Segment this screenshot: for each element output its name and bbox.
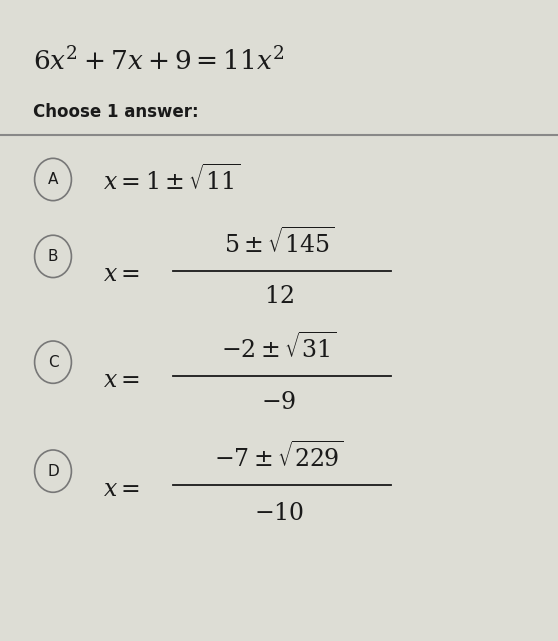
Text: B: B (48, 249, 58, 264)
Text: $5 \pm \sqrt{145}$: $5 \pm \sqrt{145}$ (224, 227, 334, 258)
Text: $-7 \pm \sqrt{229}$: $-7 \pm \sqrt{229}$ (214, 442, 344, 472)
Text: $x =$: $x =$ (103, 368, 140, 392)
Text: $x =$: $x =$ (103, 477, 140, 501)
Text: $x =$: $x =$ (103, 262, 140, 287)
Text: C: C (47, 354, 59, 370)
Text: $-10$: $-10$ (254, 501, 304, 525)
Text: $6x^2 + 7x + 9 = 11x^2$: $6x^2 + 7x + 9 = 11x^2$ (33, 48, 285, 76)
Text: $12$: $12$ (264, 284, 294, 308)
Text: D: D (47, 463, 59, 479)
Text: $-2 \pm \sqrt{31}$: $-2 \pm \sqrt{31}$ (222, 333, 336, 363)
Text: A: A (48, 172, 58, 187)
Text: $x = 1 \pm \sqrt{11}$: $x = 1 \pm \sqrt{11}$ (103, 164, 241, 195)
Text: Choose 1 answer:: Choose 1 answer: (33, 103, 199, 121)
Text: $-9$: $-9$ (261, 390, 297, 414)
